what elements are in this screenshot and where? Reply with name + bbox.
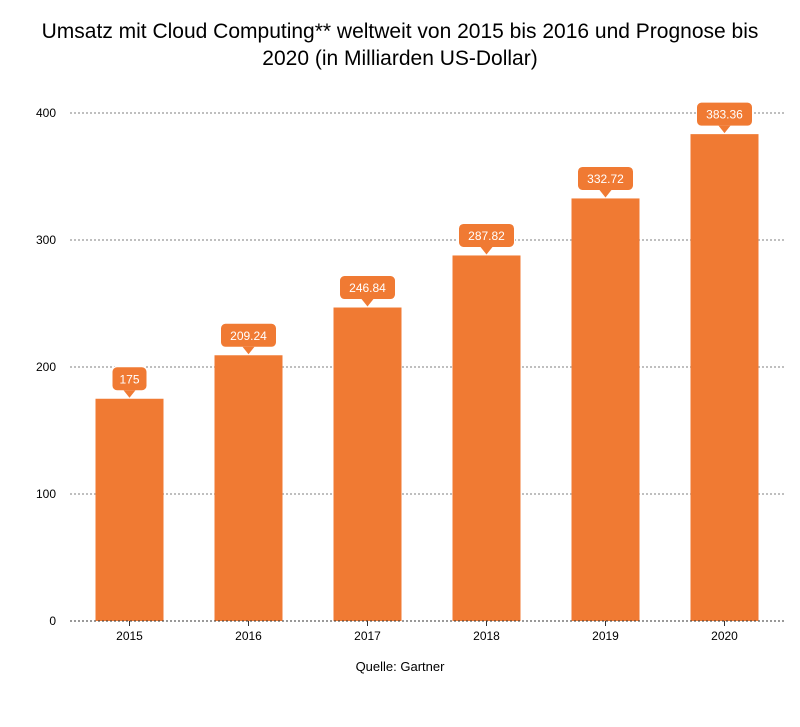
data-label: 175 bbox=[119, 372, 139, 386]
data-labels: 175 209.24 246.84 287.82 332.72 383.36 bbox=[111, 101, 753, 398]
data-label-pointer bbox=[361, 299, 374, 307]
source-note: Quelle: Gartner bbox=[355, 659, 445, 674]
chart-title: Umsatz mit Cloud Computing** weltweit vo… bbox=[41, 20, 759, 70]
bar bbox=[452, 255, 521, 621]
data-label: 383.36 bbox=[706, 108, 743, 122]
x-tick-label: 2017 bbox=[354, 629, 381, 643]
x-tick-label: 2016 bbox=[235, 629, 262, 643]
data-label: 246.84 bbox=[349, 281, 386, 295]
y-tick-label: 400 bbox=[36, 106, 56, 120]
data-label-pointer bbox=[480, 246, 493, 255]
data-label-pointer bbox=[123, 390, 136, 398]
y-tick-label: 300 bbox=[36, 233, 56, 247]
bar bbox=[214, 355, 283, 621]
x-tick-label: 2015 bbox=[116, 629, 143, 643]
data-label-pointer bbox=[599, 189, 612, 198]
data-label: 332.72 bbox=[587, 172, 624, 186]
bar bbox=[571, 198, 640, 621]
x-tick-label: 2020 bbox=[711, 629, 738, 643]
data-label-pointer bbox=[242, 346, 255, 355]
bar bbox=[690, 134, 759, 621]
data-label-pointer bbox=[718, 125, 731, 134]
bar bbox=[95, 398, 164, 621]
y-tick-label: 0 bbox=[49, 614, 56, 628]
y-tick-label: 200 bbox=[36, 360, 56, 374]
x-tick-label: 2018 bbox=[473, 629, 500, 643]
gridlines bbox=[70, 112, 784, 495]
axes: 0 100 200 300 400 2015 2016 2017 2018 2019 2020 bbox=[36, 106, 784, 643]
bars bbox=[95, 134, 759, 621]
data-label: 209.24 bbox=[230, 329, 267, 343]
x-tick-label: 2019 bbox=[592, 629, 619, 643]
data-label: 287.82 bbox=[468, 229, 505, 243]
bar bbox=[333, 307, 402, 621]
y-tick-label: 100 bbox=[36, 487, 56, 501]
